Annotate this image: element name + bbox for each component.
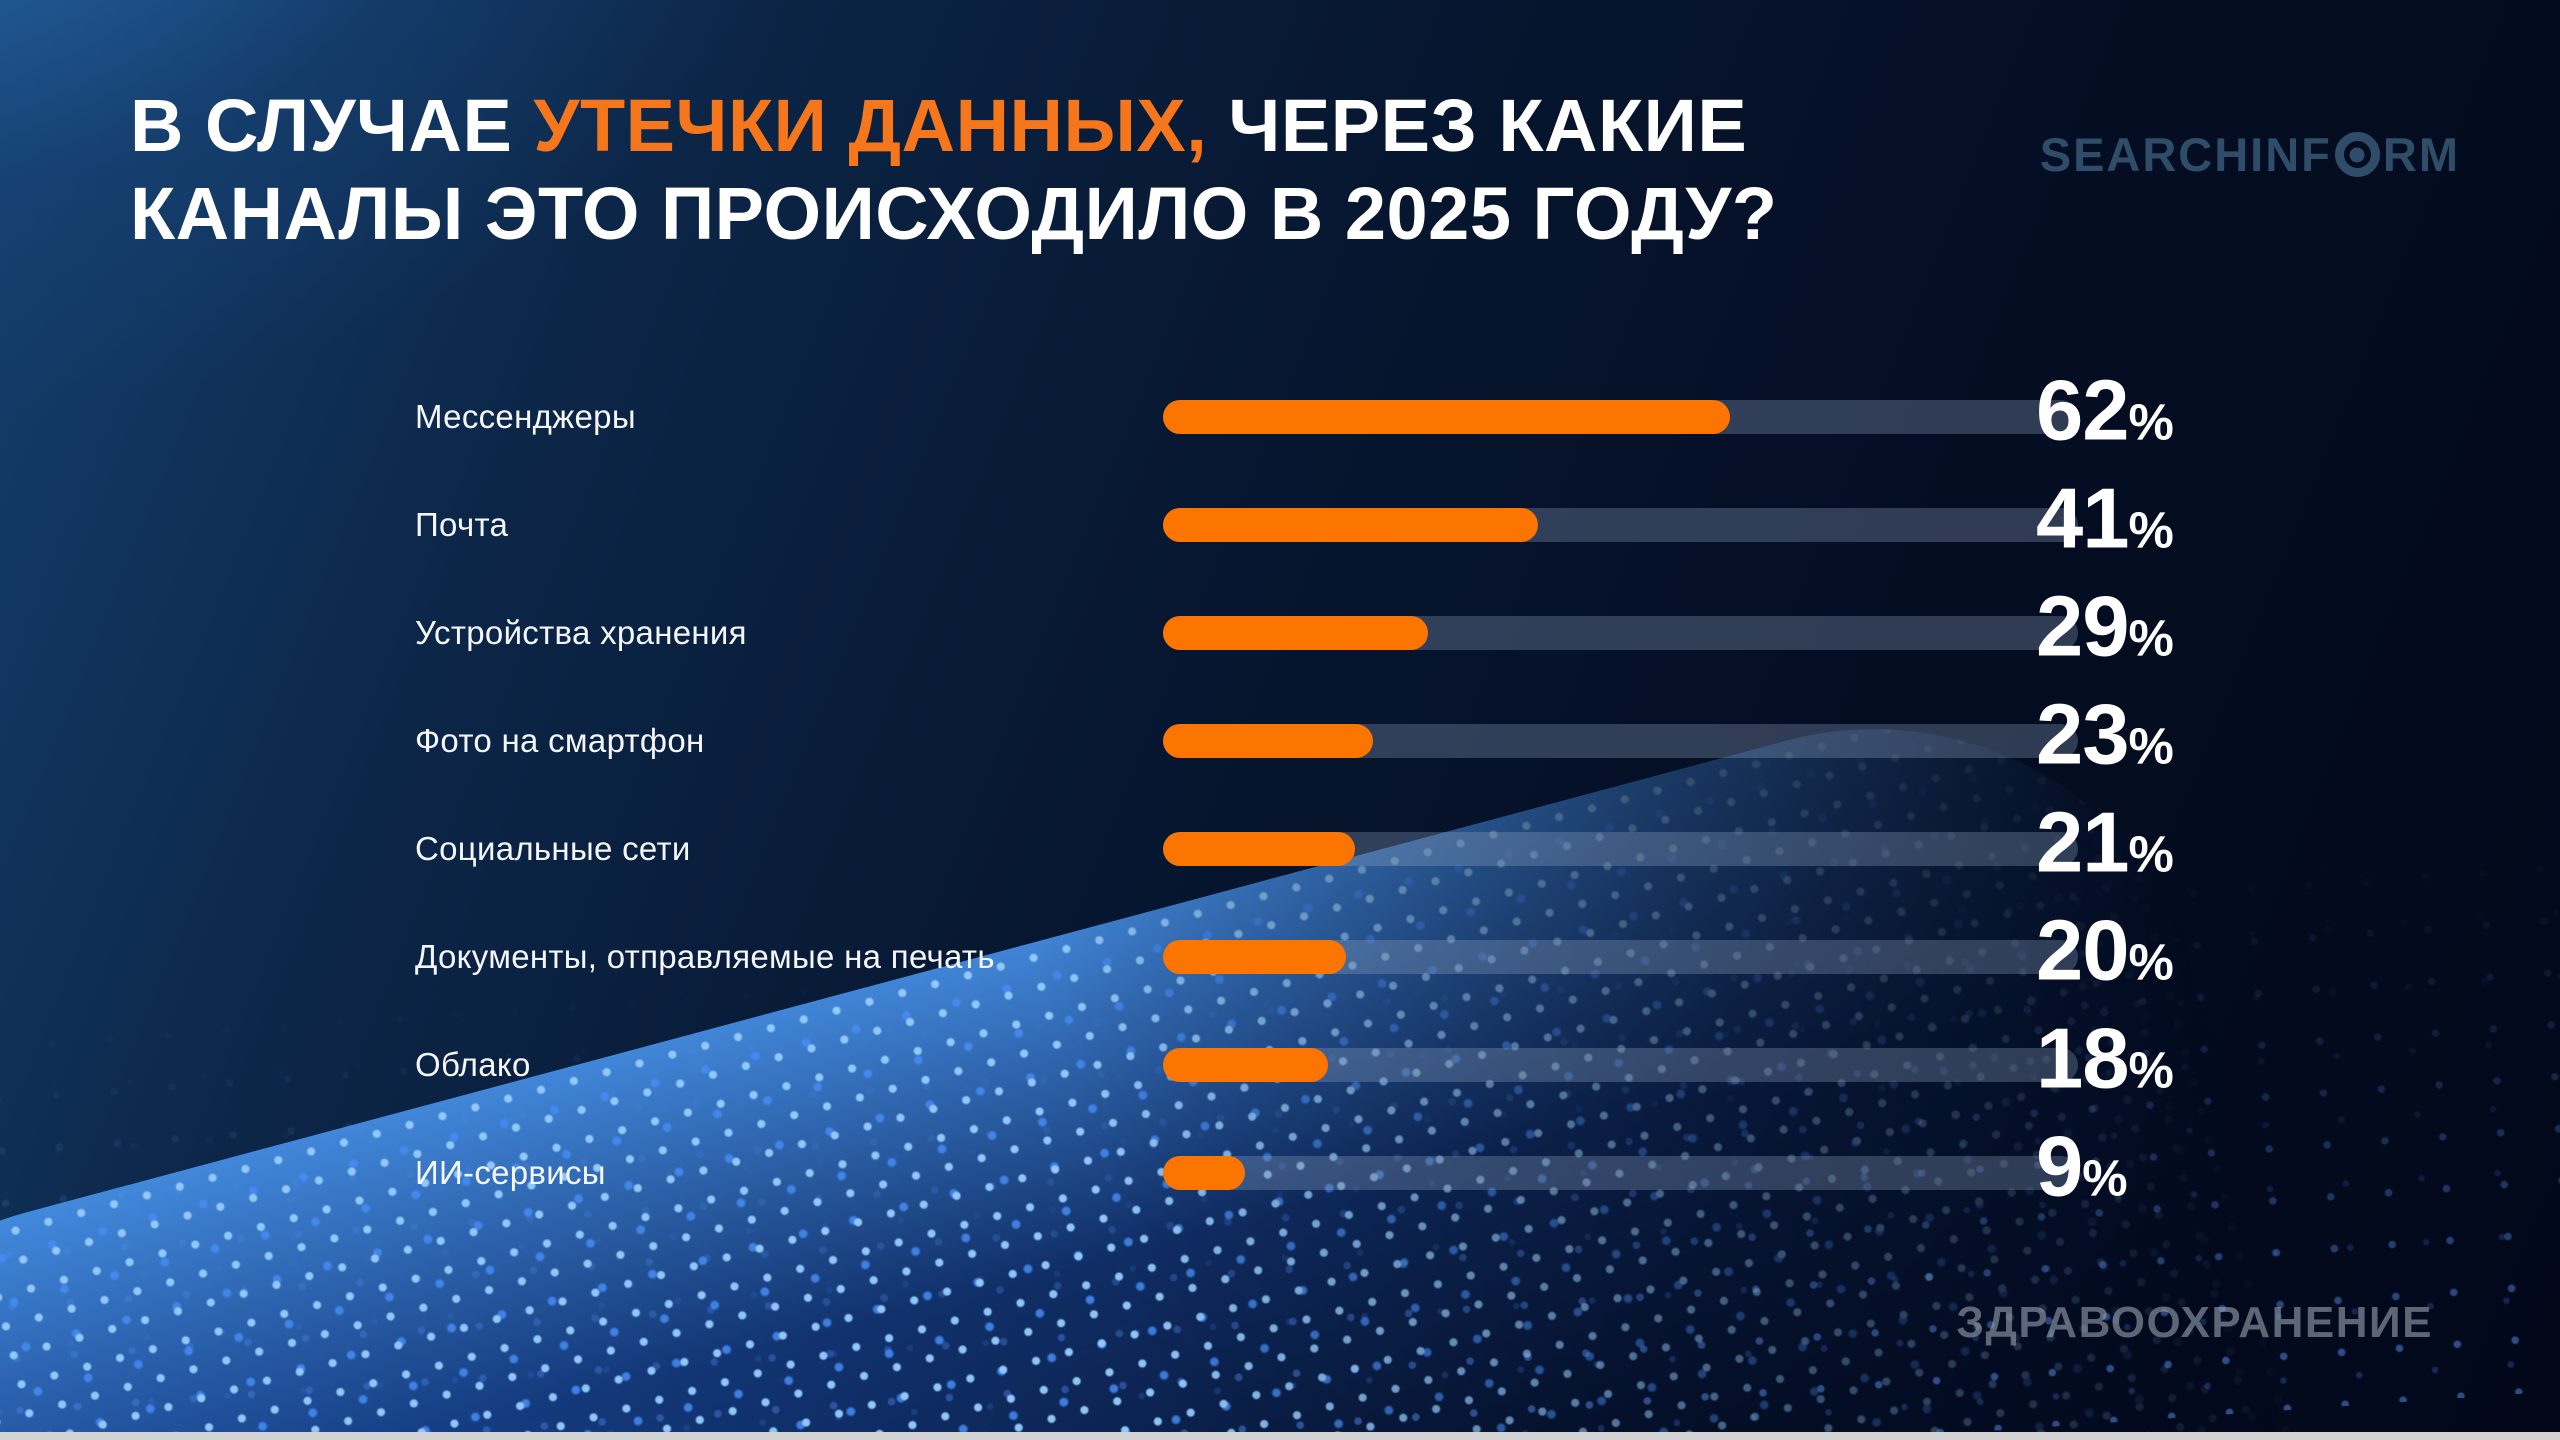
value-percent-sign: % [2128,609,2174,667]
bar-track [1163,1156,2078,1190]
category-label: Почта [415,506,509,543]
value-percent-sign: % [2128,825,2174,883]
value-percent-sign: % [2128,501,2174,559]
bar-track [1163,400,2078,434]
category-label: Документы, отправляемые на печать [415,938,995,975]
bar-track [1163,1048,2078,1082]
value-number: 18 [2036,1011,2130,1107]
category-label: Мессенджеры [415,398,636,435]
value-label: 23% [2036,693,2174,778]
bar-fill [1163,508,1539,542]
value-number: 29 [2036,579,2130,675]
bar-fill [1163,616,1429,650]
value-number: 20 [2036,903,2130,999]
value-label: 21% [2036,801,2174,886]
bar-fill [1163,1048,1328,1082]
category-label: Фото на смартфон [415,722,705,759]
bar-fill [1163,940,1346,974]
lens-dot [2349,147,2365,162]
value-percent-sign: % [2128,1041,2174,1099]
bar-fill [1163,832,1356,866]
value-number: 62 [2036,363,2130,459]
page-title: В СЛУЧАЕ УТЕЧКИ ДАННЫХ, ЧЕРЕЗ КАКИЕ КАНА… [130,82,1890,258]
bar-track [1163,616,2078,650]
category-label: ИИ-сервисы [415,1154,606,1191]
value-label: 9% [2036,1125,2128,1210]
chart-row: Почта 41% [0,471,2560,579]
value-percent-sign: % [2082,1149,2128,1207]
chart-row: Документы, отправляемые на печать 20% [0,903,2560,1011]
brand-logo: SEARCHINF RM [2040,127,2460,182]
value-percent-sign: % [2128,933,2174,991]
chart-row: Устройства хранения 29% [0,579,2560,687]
chart-row: Облако 18% [0,1011,2560,1119]
logo-text-post: RM [2382,128,2460,181]
value-number: 9 [2036,1119,2083,1215]
bar-fill [1163,724,1374,758]
lens-target-o-icon [2334,132,2380,177]
bar-track [1163,724,2078,758]
sector-label: ЗДРАВООХРАНЕНИЕ [1956,1298,2433,1347]
value-percent-sign: % [2128,717,2174,775]
value-label: 20% [2036,909,2174,994]
value-label: 62% [2036,369,2174,454]
bar-track [1163,508,2078,542]
value-number: 21 [2036,795,2130,891]
value-label: 41% [2036,477,2174,562]
value-label: 18% [2036,1017,2174,1102]
title-suffix: ЧЕРЕЗ КАКИЕ КАНАЛЫ ЭТО ПРОИСХОДИЛО В 202… [130,84,1778,255]
bar-track [1163,832,2078,866]
chart-row: ИИ-сервисы 9% [0,1119,2560,1227]
value-label: 29% [2036,585,2174,670]
category-label: Социальные сети [415,830,691,867]
category-label: Устройства хранения [415,614,747,651]
bar-fill [1163,1156,1246,1190]
logo-text-pre: SEARCHINF [2039,128,2332,181]
title-highlight: УТЕЧКИ ДАННЫХ, [533,84,1208,167]
bar-track [1163,940,2078,974]
chart-row: Фото на смартфон 23% [0,687,2560,795]
chart-row: Мессенджеры 62% [0,363,2560,471]
value-number: 41 [2036,471,2130,567]
bottom-edge-strip [0,1432,2560,1440]
bar-fill [1163,400,1731,434]
value-number: 23 [2036,687,2130,783]
category-label: Облако [415,1046,531,1083]
chart-row: Социальные сети 21% [0,795,2560,903]
title-prefix: В СЛУЧАЕ [130,84,534,167]
value-percent-sign: % [2128,393,2174,451]
